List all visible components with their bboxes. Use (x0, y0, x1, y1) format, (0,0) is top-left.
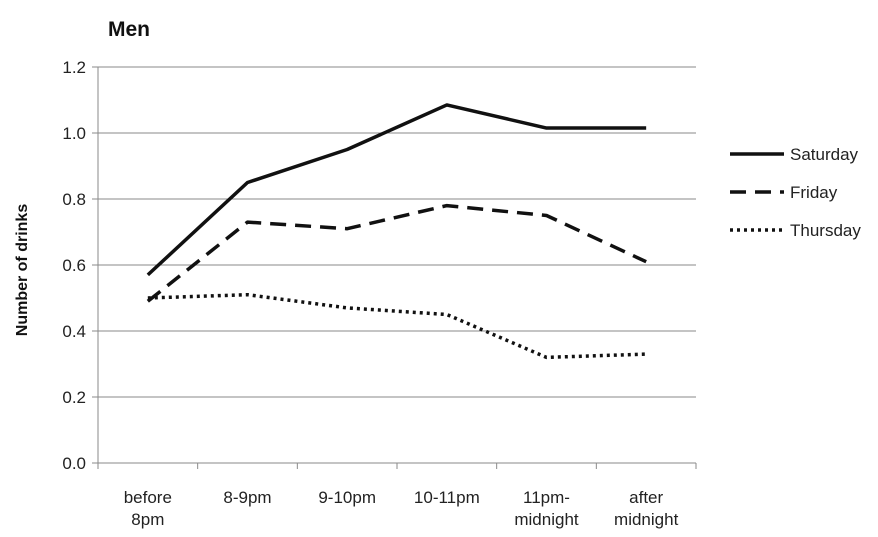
y-axis-label: Number of drinks (14, 204, 31, 337)
y-tick-label: 0.6 (62, 256, 86, 275)
y-tick-label: 0.0 (62, 454, 86, 473)
x-tick-label: before (124, 488, 172, 507)
y-tick-label: 0.4 (62, 322, 86, 341)
x-tick-label: 9-10pm (318, 488, 376, 507)
series-line-saturday (146, 103, 647, 277)
y-tick-label: 0.2 (62, 388, 86, 407)
x-tick-label: after (629, 488, 663, 507)
x-tick-label: 10-11pm (414, 488, 480, 507)
legend-label-friday: Friday (790, 183, 838, 202)
y-tick-label: 1.0 (62, 124, 86, 143)
y-tick-label: 1.2 (62, 58, 86, 77)
x-tick-label: 11pm- (523, 488, 570, 507)
x-axis-ticks: before 8pm 8-9pm 9-10pm 10-11pm 11pm-midnight… (97, 463, 697, 529)
gridlines (98, 66, 696, 398)
x-tick-label: midnight (614, 510, 679, 529)
x-tick-label: midnight (514, 510, 579, 529)
x-tick-label: 8-9pm (223, 488, 271, 507)
x-tick-label: 8pm (131, 510, 164, 529)
chart-title: Men (108, 18, 150, 41)
series-line-thursday (147, 292, 647, 360)
series-lines (146, 103, 647, 360)
series-line-friday (146, 203, 647, 303)
legend-label-thursday: Thursday (790, 221, 861, 240)
legend-label-saturday: Saturday (790, 145, 859, 164)
y-tick-label: 0.8 (62, 190, 86, 209)
y-axis-ticks: 0.0 0.2 0.4 0.6 0.8 1.0 1.2 (62, 58, 98, 473)
legend: Saturday Friday Thursday (730, 145, 861, 240)
